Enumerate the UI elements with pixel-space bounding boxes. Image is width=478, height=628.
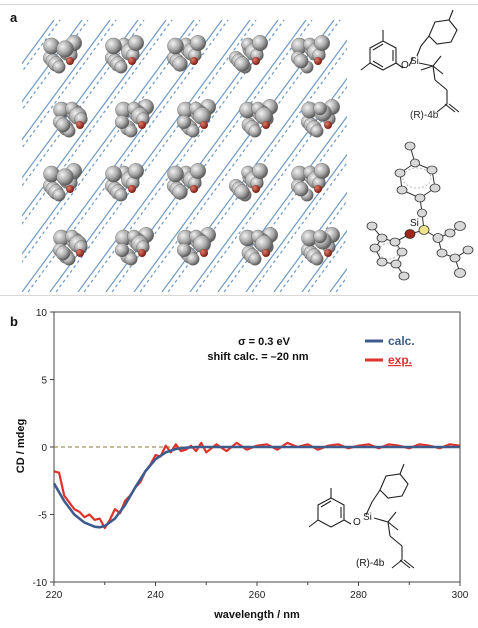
molecule-cluster: [104, 35, 144, 74]
panel-b-label: b: [10, 314, 18, 329]
svg-text:Si: Si: [410, 56, 419, 67]
crystal-packing-image: [22, 20, 347, 292]
cd-spectrum-chart: 10 5 0 -5 -10 220 240 260 280 300 σ = 0.3 eV shi…: [15, 308, 469, 621]
lattice-chain: [22, 20, 139, 179]
annotation-sigma: σ = 0.3 eV: [238, 336, 291, 348]
x-tick-label: 280: [350, 590, 367, 601]
molecule-cluster: [300, 227, 340, 266]
molecule-clusters: [42, 35, 340, 266]
lattice-chain: [307, 237, 347, 292]
molecule-cluster: [52, 101, 88, 138]
annotation-shift: shift calc. = –20 nm: [207, 351, 308, 363]
molecule-cluster: [166, 163, 206, 200]
lattice-chain: [22, 20, 173, 226]
panel-a-label: a: [10, 10, 18, 25]
molecule-cluster: [52, 229, 88, 266]
lattice-chain: [189, 77, 347, 292]
y-axis-label: CD / mdeg: [15, 419, 27, 473]
lattice-chain: [22, 20, 167, 217]
lattice-chain: [22, 20, 111, 141]
y-tick-label: -10: [33, 578, 48, 589]
lattice-chain: [195, 85, 347, 292]
molecule-cluster: [228, 163, 268, 202]
y-tick-label: 5: [41, 376, 47, 387]
legend-exp-label: exp.: [388, 353, 412, 367]
x-tick-label: 240: [147, 590, 164, 601]
molecule-cluster: [239, 227, 278, 266]
compound-label: (R)-4b: [410, 110, 439, 121]
inset-molecule-structure: [308, 463, 415, 569]
svg-text:O: O: [353, 517, 361, 528]
lattice-chain: [22, 20, 145, 187]
molecule-cluster: [114, 227, 154, 266]
molecule-cluster: [42, 163, 82, 202]
x-tick-label: 300: [452, 590, 469, 601]
x-axis-ticks: 220 240 260 280 300: [46, 582, 469, 601]
molecule-cluster: [176, 227, 216, 266]
series-line-exp: [53, 441, 461, 530]
x-tick-label: 220: [46, 590, 63, 601]
molecule-cluster: [42, 35, 82, 74]
lattice-chain: [245, 153, 347, 292]
molecule-cluster: [114, 99, 154, 138]
molecule-cluster: [166, 35, 206, 72]
top-rule: [0, 4, 478, 5]
molecule-cluster: [290, 163, 330, 202]
y-tick-label: 0: [41, 443, 47, 454]
y-tick-label: -5: [38, 511, 47, 522]
molecule-cluster: [290, 35, 330, 74]
panel-divider: [0, 295, 478, 296]
molecule-cluster: [228, 35, 268, 74]
inset-compound-label: (R)-4b: [356, 558, 385, 569]
x-tick-label: 260: [249, 590, 266, 601]
series-lines: [52, 441, 461, 530]
ortep-structure: Si: [366, 141, 474, 281]
x-axis-label: wavelength / nm: [213, 609, 300, 621]
lattice-chain: [251, 161, 347, 292]
y-tick-label: 10: [36, 308, 48, 319]
molecule-cluster: [176, 99, 216, 138]
molecule-cluster: [300, 99, 340, 138]
molecule-structure-top: O Si (R)-4b: [360, 9, 460, 121]
y-axis-ticks: 10 5 0 -5 -10: [33, 308, 54, 589]
molecule-cluster: [104, 163, 144, 202]
svg-text:O: O: [401, 60, 409, 71]
lattice-chain: [139, 20, 341, 292]
lattice-chain: [55, 20, 257, 292]
series-line-calc: [52, 445, 460, 529]
si-atom-label: Si: [410, 218, 419, 229]
svg-text:Si: Si: [363, 512, 372, 523]
lattice-chain: [22, 20, 195, 255]
molecule-cluster: [239, 99, 278, 138]
legend-calc-label: calc.: [388, 334, 415, 348]
lattice-chain: [22, 20, 201, 264]
